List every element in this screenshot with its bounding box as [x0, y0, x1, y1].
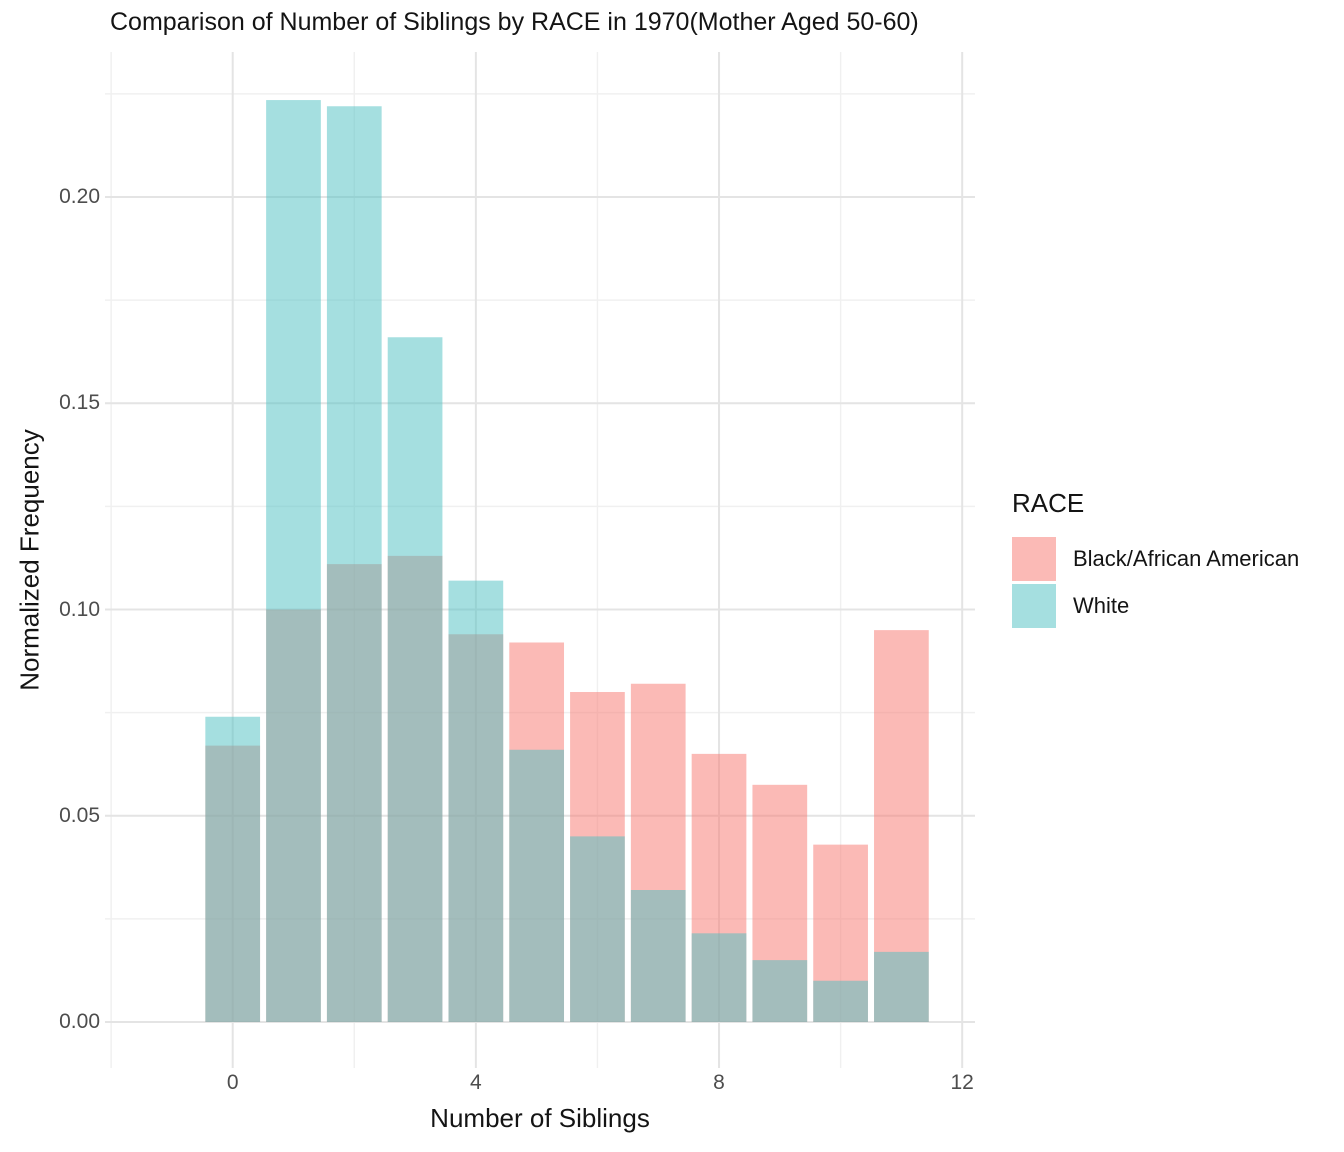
bar-white-x9 — [752, 960, 808, 1022]
x-tick-label: 8 — [713, 1071, 725, 1094]
bar-white-x3 — [387, 337, 443, 1022]
bar-white-x8 — [691, 933, 747, 1022]
bar-white-x4 — [448, 580, 504, 1022]
x-tick-label: 0 — [226, 1071, 239, 1094]
y-tick-label: 0.10 — [59, 597, 100, 621]
x-axis-title: Number of Siblings — [430, 1103, 650, 1133]
legend-label: Black/African American — [1073, 546, 1300, 571]
bar-white-x11 — [874, 951, 929, 1022]
legend-swatch-black-african-american — [1012, 537, 1056, 581]
legend-label: White — [1073, 593, 1130, 618]
y-axis-title: Normalized Frequency — [14, 429, 45, 691]
legend-item-black-african-american: Black/African American — [1012, 537, 1299, 581]
bar-white-x0 — [205, 716, 261, 1022]
x-tick-label: 12 — [950, 1071, 974, 1094]
x-tick-label: 4 — [470, 1071, 482, 1094]
y-tick-label: 0.20 — [59, 185, 100, 208]
legend: RACE Black/African American White — [1012, 489, 1299, 631]
y-tick-label: 0.15 — [59, 391, 100, 415]
legend-item-white: White — [1012, 584, 1299, 628]
bar-white-x2 — [326, 106, 382, 1022]
bar-white-x5 — [509, 749, 565, 1022]
y-tick-label: 0.00 — [59, 1010, 100, 1033]
legend-swatch-white — [1012, 584, 1056, 628]
bar-white-x7 — [630, 890, 686, 1022]
chart-panel — [105, 52, 975, 1068]
bar-white-x6 — [570, 836, 625, 1022]
bar-white-x10 — [813, 980, 868, 1022]
legend-title: RACE — [1012, 488, 1085, 518]
bar-white-x1 — [266, 100, 321, 1022]
plot-title: Comparison of Number of Siblings by RACE… — [110, 8, 919, 36]
y-tick-label: 0.05 — [59, 803, 100, 827]
